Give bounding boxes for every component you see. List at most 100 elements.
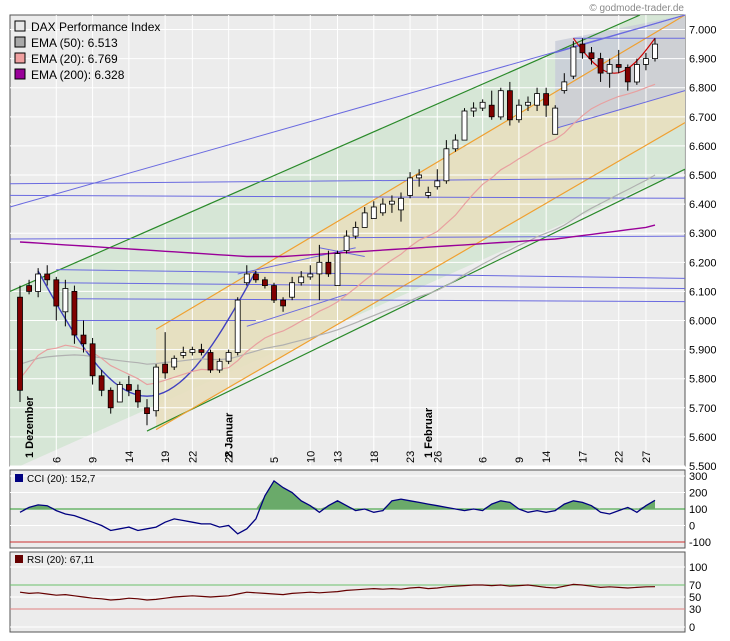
x-tick-label: 23 — [405, 451, 417, 463]
candle-up — [171, 357, 178, 368]
candle-up — [116, 384, 123, 403]
x-tick-label: 14 — [124, 451, 136, 463]
candle-up — [289, 282, 296, 298]
cci-legend-label: CCI (20): 152,7 — [27, 474, 96, 485]
x-tick-label: 13 — [333, 451, 345, 463]
candle-down — [26, 285, 33, 292]
y-tick-label: 5.500 — [689, 461, 717, 473]
candle-down — [506, 90, 513, 121]
blue-short-up — [237, 247, 356, 275]
y-tick-label: 6.900 — [689, 54, 717, 66]
candle-up — [225, 352, 232, 362]
cci-line — [19, 479, 656, 535]
ema-line-50 — [19, 174, 656, 365]
x-tick-label: 9 — [88, 457, 100, 463]
candle-down — [579, 43, 586, 54]
rsi-y-tick-label: 50 — [689, 592, 701, 604]
rsi-line — [19, 583, 656, 601]
candle-up — [643, 58, 649, 65]
candle-up — [634, 64, 640, 83]
x-tick-label: 18 — [369, 451, 381, 463]
x-tick-label: 10 — [305, 451, 317, 463]
candle-down — [80, 334, 87, 345]
candle-down — [597, 58, 604, 74]
cci-y-tick-label: 100 — [689, 504, 707, 516]
y-tick-label: 5.900 — [689, 345, 717, 357]
candle-down — [488, 104, 495, 118]
candle-up — [370, 206, 377, 220]
candle-up — [425, 192, 432, 196]
candle-up — [62, 288, 69, 313]
candle-up — [606, 64, 613, 74]
candle-up — [388, 200, 395, 205]
cci-y-tick-label: 200 — [689, 488, 707, 500]
x-month-label: 1 Februar — [423, 407, 435, 458]
candle-down — [280, 299, 287, 307]
y-tick-label: 6.400 — [689, 199, 717, 211]
candle-down — [198, 349, 205, 353]
x-month-label: 1 Dezember — [24, 396, 36, 458]
legend-label-ema20: EMA (20): 6.769 — [31, 52, 118, 66]
candle-up — [552, 107, 559, 135]
x-tick-label: 6 — [478, 457, 490, 463]
candle-down — [271, 285, 277, 301]
candle-down — [134, 389, 141, 403]
candle-down — [44, 273, 51, 281]
blue-channel-upper — [555, 14, 686, 54]
x-tick-label: 26 — [432, 451, 444, 463]
candle-up — [234, 299, 241, 353]
main-legend: DAX Performance Index EMA (50): 6.513 EM… — [14, 20, 160, 82]
cci-y-tick-label: -100 — [689, 537, 711, 549]
x-tick-label: 27 — [641, 451, 653, 463]
rsi-panel — [9, 551, 686, 633]
legend-label-dax: DAX Performance Index — [31, 20, 160, 34]
rsi-legend-swatch — [15, 555, 23, 563]
cci-legend-swatch — [15, 474, 23, 482]
y-tick-label: 6.500 — [689, 170, 717, 182]
candle-up — [352, 226, 359, 237]
rsi-y-tick-label: 30 — [689, 604, 701, 616]
candle-down — [126, 384, 132, 391]
y-tick-label: 6.000 — [689, 316, 717, 328]
candle-down — [71, 290, 78, 336]
candle-up — [153, 366, 160, 412]
candle-up — [343, 235, 350, 252]
candle-down — [107, 389, 114, 409]
candle-up — [316, 261, 323, 275]
candle-down — [261, 279, 268, 286]
candle-down — [588, 52, 595, 59]
candle-up — [189, 349, 196, 353]
green-channel-upper — [9, 14, 641, 292]
candle-down — [624, 67, 631, 83]
blue-short-low — [246, 293, 347, 327]
candle-down — [162, 363, 169, 374]
candle-up — [479, 101, 486, 109]
y-tick-label: 5.700 — [689, 403, 717, 415]
legend-swatch-ema200 — [14, 68, 26, 80]
candle-up — [180, 352, 187, 356]
rsi-y-tick-label: 100 — [689, 562, 707, 574]
x-tick-label: 5 — [269, 457, 281, 463]
handle-arc — [572, 37, 656, 74]
rsi-legend-label: RSI (20): 67,11 — [27, 555, 95, 566]
legend-label-ema200: EMA (200): 6.328 — [31, 68, 125, 82]
x-tick-label: 22 — [187, 451, 199, 463]
candle-up — [534, 93, 540, 106]
blue-channel-lower — [555, 90, 686, 129]
blue-horizontal-4 — [56, 269, 686, 279]
y-tick-label: 7.000 — [689, 25, 717, 37]
candle-up — [434, 180, 441, 188]
x-tick-label: 9 — [514, 457, 526, 463]
y-tick-label: 6.800 — [689, 83, 717, 95]
candle-up — [497, 90, 504, 118]
candle-up — [570, 46, 577, 77]
candle-up — [461, 110, 468, 141]
candle-up — [298, 276, 305, 284]
candle-up — [243, 273, 250, 284]
watermark: © godmode-trader.de — [589, 3, 684, 14]
x-month-label: 2 Januar — [224, 412, 236, 458]
candle-up — [652, 43, 658, 59]
blue-horizontal-2 — [9, 194, 686, 199]
candle-up — [452, 139, 459, 150]
candle-down — [325, 261, 332, 275]
